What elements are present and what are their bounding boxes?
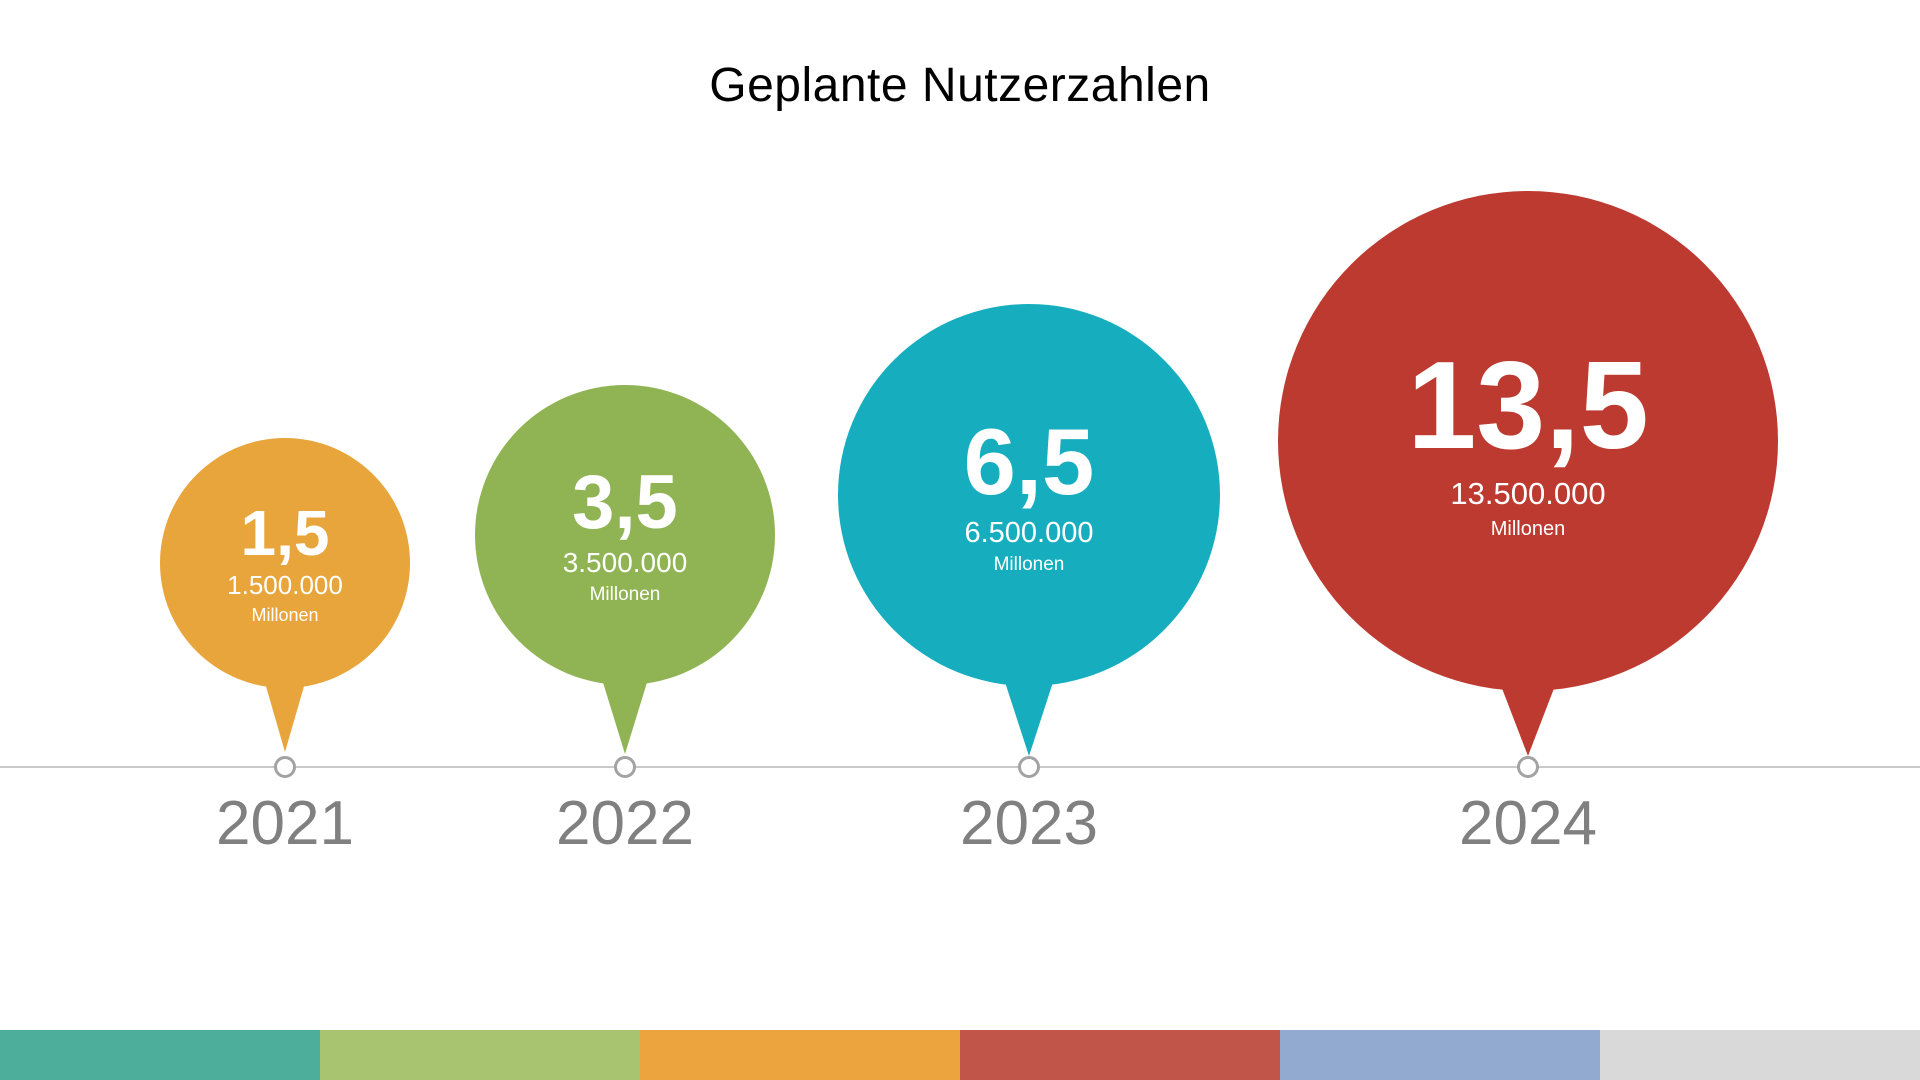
marker-detail: 13.500.000 [1450, 475, 1606, 511]
year-label: 2023 [960, 789, 1098, 858]
bubble-tail-icon [1498, 678, 1558, 756]
timeline-axis [0, 766, 1920, 768]
marker-detail: 1.500.000 [227, 569, 343, 600]
marker-unit: Millonen [251, 604, 319, 625]
year-label: 2022 [556, 789, 694, 858]
timeline-node-icon [274, 756, 296, 778]
timeline-node-icon [1018, 756, 1040, 778]
marker-unit: Millonen [589, 583, 661, 605]
marker-value: 1,5 [240, 496, 330, 569]
stripe-segment [320, 1030, 640, 1080]
bubble-tail-icon [263, 676, 307, 752]
bubble-tail-icon [601, 676, 649, 754]
stripe-segment [0, 1030, 320, 1080]
marker-detail: 3.500.000 [562, 547, 688, 579]
timeline-node-icon [614, 756, 636, 778]
stripe-segment [640, 1030, 960, 1080]
bubble-tail-icon [1003, 676, 1055, 756]
footer-color-stripe [0, 1030, 1920, 1080]
bubble-2024: 13,5 13.500.000 Millonen [1278, 191, 1778, 691]
chart-title: Geplante Nutzerzahlen [709, 59, 1211, 112]
bubble-2023: 6,5 6.500.000 Millonen [838, 304, 1220, 686]
stripe-segment [960, 1030, 1280, 1080]
marker-value: 13,5 [1407, 337, 1649, 476]
marker-value: 3,5 [572, 460, 678, 546]
marker-value: 6,5 [963, 409, 1095, 515]
year-label: 2021 [216, 789, 354, 858]
timeline-node-icon [1517, 756, 1539, 778]
stripe-segment [1280, 1030, 1600, 1080]
marker-detail: 6.500.000 [964, 516, 1094, 549]
bubble-2021: 1,5 1.500.000 Millonen [160, 438, 410, 688]
marker-unit: Millonen [993, 553, 1065, 575]
bubble-2022: 3,5 3.500.000 Millonen [475, 385, 775, 685]
year-label: 2024 [1459, 789, 1597, 858]
stripe-segment [1600, 1030, 1920, 1080]
marker-unit: Millonen [1490, 517, 1566, 540]
